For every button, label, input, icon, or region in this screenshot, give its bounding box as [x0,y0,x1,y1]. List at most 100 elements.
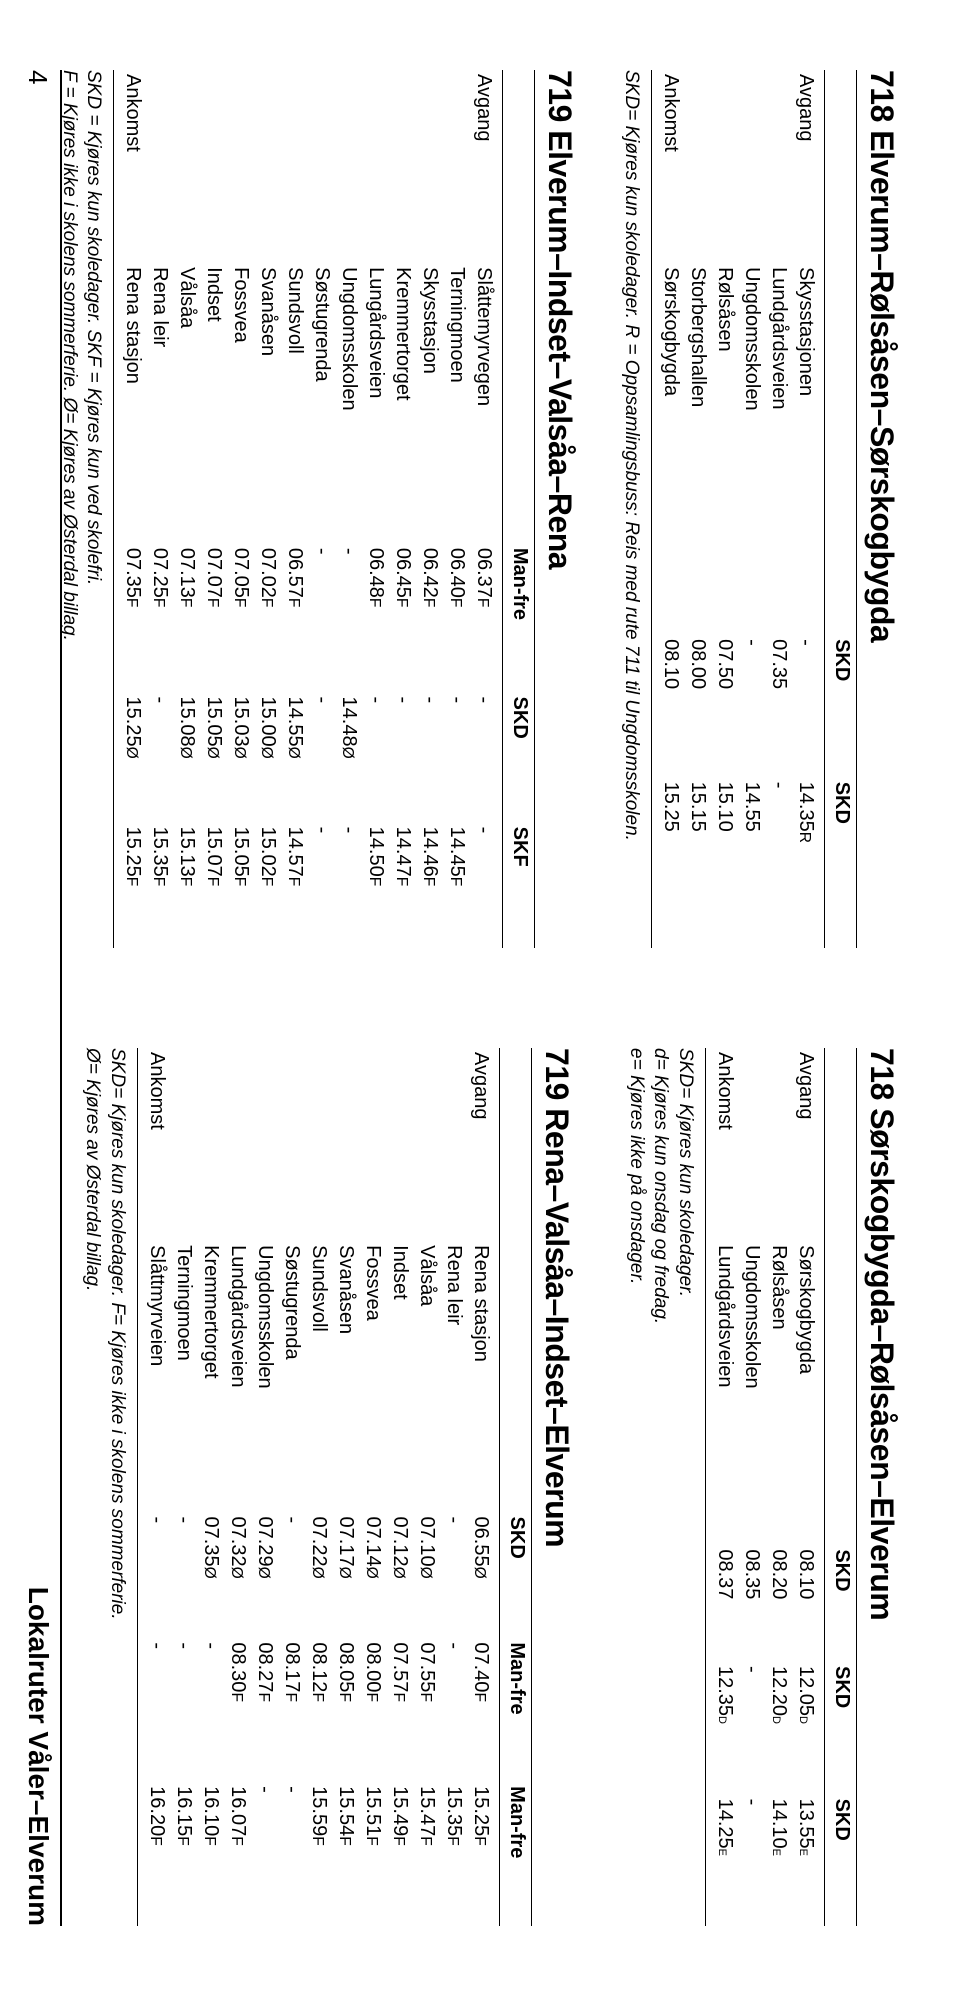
time-cell: - [738,635,765,778]
time-cell: - [792,635,825,778]
table-row: Rena leir07.25F-15.35F [146,70,173,948]
header-blank [499,1048,531,1241]
row-label [711,70,738,263]
stop-name: Storbergshallen [684,263,711,635]
header-blank [825,263,857,635]
table-row: Terningmoen--16.15F [170,1048,197,1926]
table-row: Søstugrenda--- [308,70,335,948]
header-blank [503,263,535,544]
time-cell: - [738,1795,765,1926]
time-cell: 15.54F [332,1782,359,1926]
stop-name: Svanåsen [254,263,281,544]
timetable-notes: SKD= Kjøres kun skoledager.d= Kjøres kun… [623,1048,697,1926]
route-title: 719 Rena–Valsåa–Indset–Elverum [538,1048,575,1926]
time-cell: 07.05F [227,544,254,693]
row-label [386,1048,413,1241]
time-cell: 07.12Ø [386,1513,413,1639]
time-cell: - [137,1638,170,1782]
time-cell: - [738,1662,765,1795]
row-label [278,1048,305,1241]
time-cell: - [146,693,173,823]
row-label: Avgang [467,1048,500,1241]
stop-name: Slåttemyrvegen [470,263,503,544]
table-row: AvgangRena stasjon06.55Ø07.40F15.25F [467,1048,500,1926]
time-cell: 08.10 [792,1545,825,1662]
row-label [173,70,200,263]
table-row: AvgangSørskogbygda08.1012.05d13.55e [792,1048,825,1926]
timetable-notes: SKD= Kjøres kun skoledager. R = Oppsamli… [618,70,643,948]
time-cell: 15.15 [684,778,711,948]
stop-name: Indset [200,263,227,544]
header-blank [825,1048,857,1241]
header-blank [499,1241,531,1512]
header-blank [503,70,535,263]
time-cell: 07.29Ø [251,1513,278,1639]
time-cell: 07.32Ø [224,1513,251,1639]
header-service-code: SKD [503,693,535,823]
row-label [362,70,389,263]
time-cell: - [440,1513,467,1639]
table-row: Indset07.07F15.05Ø15.07F [200,70,227,948]
time-cell: 16.15F [170,1782,197,1926]
time-cell: 15.03Ø [227,693,254,823]
table-row: Kremmertorget07.35Ø-16.10F [197,1048,224,1926]
header-service-code: SKD [825,1545,857,1662]
note-line: SKD= Kjøres kun skoledager. F= Kjøres ik… [107,1048,128,1620]
time-cell: 15.07F [200,823,227,948]
page: 718 Elverum–Rølsåsen–SørskogbygdaSKDSKDA… [0,0,960,1996]
time-cell: 12.05d [792,1662,825,1795]
time-cell: 07.35 [765,635,792,778]
time-cell: 15.02F [254,823,281,948]
stop-name: Ungdomsskolen [335,263,362,544]
table-row: Rølsåsen08.2012.20d14.10e [765,1048,792,1926]
footer-title: Lokalruter Våler–Elverum [22,1587,54,1926]
stop-name: Rølsåsen [765,1241,792,1545]
time-cell: - [335,544,362,693]
time-cell: 07.13F [173,544,200,693]
left-column: 718 Elverum–Rølsåsen–SørskogbygdaSKDSKDA… [70,70,900,948]
time-cell: 07.14Ø [359,1513,386,1639]
stop-name: Skysstasjonen [792,263,825,635]
stop-name: Vålsåa [413,1241,440,1512]
row-label: Avgang [792,1048,825,1241]
row-label [443,70,470,263]
time-cell: - [389,693,416,823]
time-cell: 07.40F [467,1638,500,1782]
row-label [197,1048,224,1241]
time-cell: 06.37F [470,544,503,693]
table-row: Ungdomsskolen-14.48Ø- [335,70,362,948]
time-cell: 15.05F [227,823,254,948]
stop-name: Fossvea [359,1241,386,1512]
table-row: Ungdomsskolen08.35-- [738,1048,765,1926]
table-row: Fossvea07.14Ø08.00F15.51F [359,1048,386,1926]
row-label [765,1048,792,1241]
time-cell: 15.08Ø [173,693,200,823]
table-row: Lungårdsveien06.48F-14.50F [362,70,389,948]
timetable-notes: SKD = Kjøres kun skoledager. SKF = Kjøre… [56,70,105,948]
time-cell: 15.35F [440,1782,467,1926]
time-cell: 13.55e [792,1795,825,1926]
table-row: Lundgårdsveien07.32Ø08.30F16.07F [224,1048,251,1926]
stop-name: Lundgårdsveien [706,1241,739,1545]
row-label [389,70,416,263]
timetable-notes: SKD= Kjøres kun skoledager. F= Kjøres ik… [80,1048,129,1926]
time-cell: - [765,778,792,948]
time-cell: 14.45F [443,823,470,948]
stop-name: Fossvea [227,263,254,544]
table-row: Søstugrenda-08.17F- [278,1048,305,1926]
two-columns: 718 Elverum–Rølsåsen–SørskogbygdaSKDSKDA… [70,70,900,1926]
time-cell: - [443,693,470,823]
table-row: Vålsåa07.10Ø07.55F15.47F [413,1048,440,1926]
stop-name: Rena stasjon [467,1241,500,1512]
time-cell: 15.00Ø [254,693,281,823]
row-label [146,70,173,263]
timetable: SKDSKDAvgangSkysstasjonen-14.35RLundgård… [651,70,857,948]
time-cell: 15.35F [146,823,173,948]
row-label [251,1048,278,1241]
time-cell: 07.55F [413,1638,440,1782]
time-cell: 14.47F [389,823,416,948]
time-cell: 14.25e [706,1795,739,1926]
time-cell: 14.55 [738,778,765,948]
time-cell: 06.55Ø [467,1513,500,1639]
stop-name: Skysstasjon [416,263,443,544]
